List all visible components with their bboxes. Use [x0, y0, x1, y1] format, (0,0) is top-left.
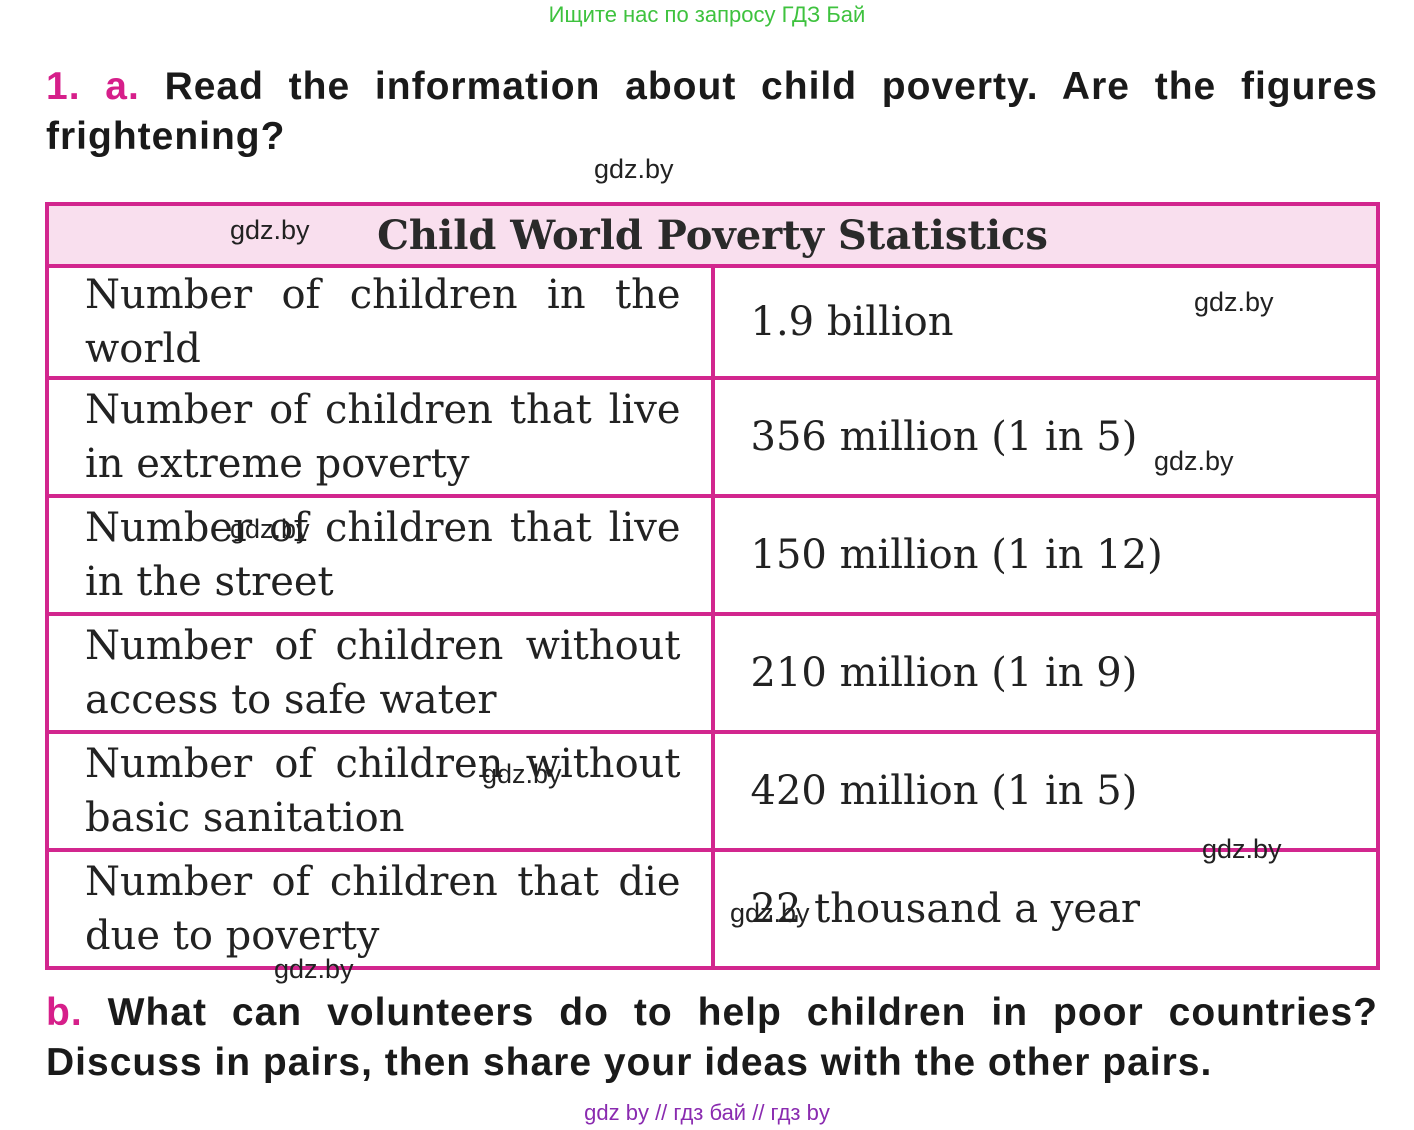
table-row: Number of children that die due to pover…: [45, 848, 1380, 970]
watermark: gdz.by: [730, 898, 810, 928]
task-a: 1. a. Read the information about child p…: [46, 62, 1378, 162]
watermark: gdz.by: [482, 759, 562, 789]
table-title: Child World Poverty Statistics: [45, 202, 1380, 268]
row-label: Number of children that die due to pover…: [45, 848, 715, 970]
watermark: gdz.by: [230, 215, 310, 245]
row-value: 22 thousand a year: [710, 848, 1380, 970]
row-label: Number of children that live in the stre…: [45, 494, 715, 616]
row-value: 210 million (1 in 9): [710, 612, 1380, 734]
row-label: Number of children that live in extreme …: [45, 376, 715, 498]
table-row: Number of children in the world 1.9 bill…: [45, 264, 1380, 380]
table-row: Number of children without access to saf…: [45, 612, 1380, 734]
watermark: gdz.by: [230, 514, 310, 544]
watermark: gdz.by: [1194, 287, 1274, 317]
row-label: Number of children without basic sanitat…: [45, 730, 715, 852]
row-value: 420 million (1 in 5): [710, 730, 1380, 852]
row-label: Number of children in the world: [45, 264, 715, 380]
row-value: 356 million (1 in 5): [710, 376, 1380, 498]
table-row: Number of children without basic sanitat…: [45, 730, 1380, 852]
task-a-text: Read the information about child poverty…: [46, 65, 1378, 158]
task-a-number: 1. a.: [46, 65, 140, 108]
footer-watermark: gdz by // гдз бай // гдз by: [584, 1100, 830, 1125]
row-label: Number of children without access to saf…: [45, 612, 715, 734]
row-value: 1.9 billion: [710, 264, 1380, 380]
table-header-row: Child World Poverty Statistics: [45, 202, 1380, 268]
task-b-text: What can volunteers do to help children …: [46, 991, 1378, 1084]
task-b-number: b.: [46, 991, 83, 1034]
table-row: Number of children that live in the stre…: [45, 494, 1380, 616]
table-row: Number of children that live in extreme …: [45, 376, 1380, 498]
watermark: gdz.by: [1202, 834, 1282, 864]
task-b: b. What can volunteers do to help childr…: [46, 988, 1378, 1088]
watermark: gdz.by: [274, 954, 354, 984]
watermark: gdz.by: [1154, 446, 1234, 476]
row-value: 150 million (1 in 12): [710, 494, 1380, 616]
watermark: gdz.by: [594, 154, 674, 184]
top-banner: Ищите нас по запросу ГДЗ Бай: [548, 2, 866, 27]
poverty-statistics-table: Child World Poverty Statistics Number of…: [45, 202, 1380, 970]
